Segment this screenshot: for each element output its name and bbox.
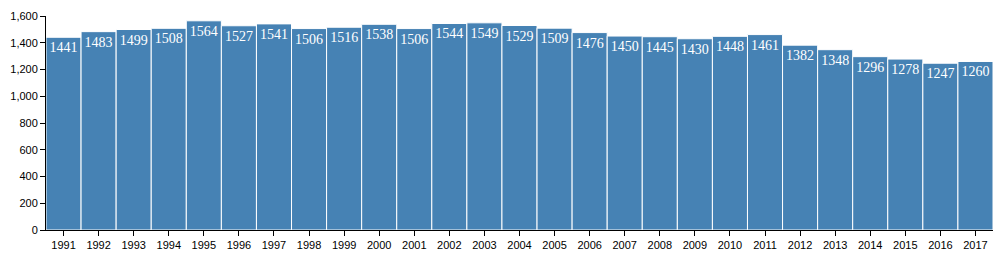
svg-text:1996: 1996 bbox=[227, 239, 251, 251]
svg-text:2005: 2005 bbox=[542, 239, 566, 251]
svg-text:1564: 1564 bbox=[190, 24, 218, 39]
svg-text:1994: 1994 bbox=[157, 239, 181, 251]
svg-text:1993: 1993 bbox=[121, 239, 145, 251]
svg-text:1,600: 1,600 bbox=[10, 10, 38, 22]
svg-text:2011: 2011 bbox=[753, 239, 777, 251]
svg-text:0: 0 bbox=[32, 224, 38, 236]
svg-text:1,400: 1,400 bbox=[10, 37, 38, 49]
svg-text:1506: 1506 bbox=[400, 32, 428, 47]
svg-text:2008: 2008 bbox=[648, 239, 672, 251]
svg-text:1538: 1538 bbox=[365, 27, 393, 42]
svg-text:1382: 1382 bbox=[786, 48, 814, 63]
svg-text:1527: 1527 bbox=[225, 29, 253, 44]
svg-text:1247: 1247 bbox=[926, 66, 954, 81]
svg-text:1278: 1278 bbox=[891, 62, 919, 77]
svg-text:2009: 2009 bbox=[683, 239, 707, 251]
svg-text:2002: 2002 bbox=[437, 239, 461, 251]
svg-text:800: 800 bbox=[19, 117, 37, 129]
svg-text:2001: 2001 bbox=[402, 239, 426, 251]
svg-text:1450: 1450 bbox=[611, 39, 639, 54]
svg-text:1529: 1529 bbox=[506, 29, 534, 44]
svg-text:1483: 1483 bbox=[85, 35, 113, 50]
svg-text:400: 400 bbox=[19, 170, 37, 182]
svg-text:1445: 1445 bbox=[646, 40, 674, 55]
svg-text:600: 600 bbox=[19, 144, 37, 156]
svg-text:1,200: 1,200 bbox=[10, 63, 38, 75]
svg-text:2007: 2007 bbox=[612, 239, 636, 251]
svg-text:1997: 1997 bbox=[262, 239, 286, 251]
svg-text:1296: 1296 bbox=[856, 60, 884, 75]
svg-text:2000: 2000 bbox=[367, 239, 391, 251]
svg-text:1549: 1549 bbox=[470, 26, 498, 41]
svg-text:2015: 2015 bbox=[893, 239, 917, 251]
svg-text:1260: 1260 bbox=[961, 64, 989, 79]
svg-text:2017: 2017 bbox=[963, 239, 987, 251]
svg-text:1998: 1998 bbox=[297, 239, 321, 251]
svg-text:1992: 1992 bbox=[86, 239, 110, 251]
svg-text:200: 200 bbox=[19, 197, 37, 209]
svg-text:2013: 2013 bbox=[823, 239, 847, 251]
svg-text:2012: 2012 bbox=[788, 239, 812, 251]
svg-text:1,000: 1,000 bbox=[10, 90, 38, 102]
svg-text:1508: 1508 bbox=[155, 31, 183, 46]
svg-text:1441: 1441 bbox=[50, 40, 78, 55]
svg-text:1999: 1999 bbox=[332, 239, 356, 251]
svg-text:1995: 1995 bbox=[192, 239, 216, 251]
svg-text:1516: 1516 bbox=[330, 30, 358, 45]
svg-text:2010: 2010 bbox=[718, 239, 742, 251]
svg-text:2006: 2006 bbox=[577, 239, 601, 251]
svg-text:1461: 1461 bbox=[751, 38, 779, 53]
svg-text:2014: 2014 bbox=[858, 239, 882, 251]
svg-text:1348: 1348 bbox=[821, 53, 849, 68]
svg-text:1544: 1544 bbox=[435, 26, 463, 41]
svg-text:2003: 2003 bbox=[472, 239, 496, 251]
svg-text:1430: 1430 bbox=[681, 42, 709, 57]
svg-text:1476: 1476 bbox=[576, 36, 604, 51]
svg-text:2004: 2004 bbox=[507, 239, 531, 251]
svg-text:1448: 1448 bbox=[716, 39, 744, 54]
svg-text:1991: 1991 bbox=[51, 239, 75, 251]
svg-text:1541: 1541 bbox=[260, 27, 288, 42]
svg-text:1499: 1499 bbox=[120, 33, 148, 48]
svg-text:2016: 2016 bbox=[928, 239, 952, 251]
svg-text:1509: 1509 bbox=[541, 31, 569, 46]
svg-text:1506: 1506 bbox=[295, 32, 323, 47]
